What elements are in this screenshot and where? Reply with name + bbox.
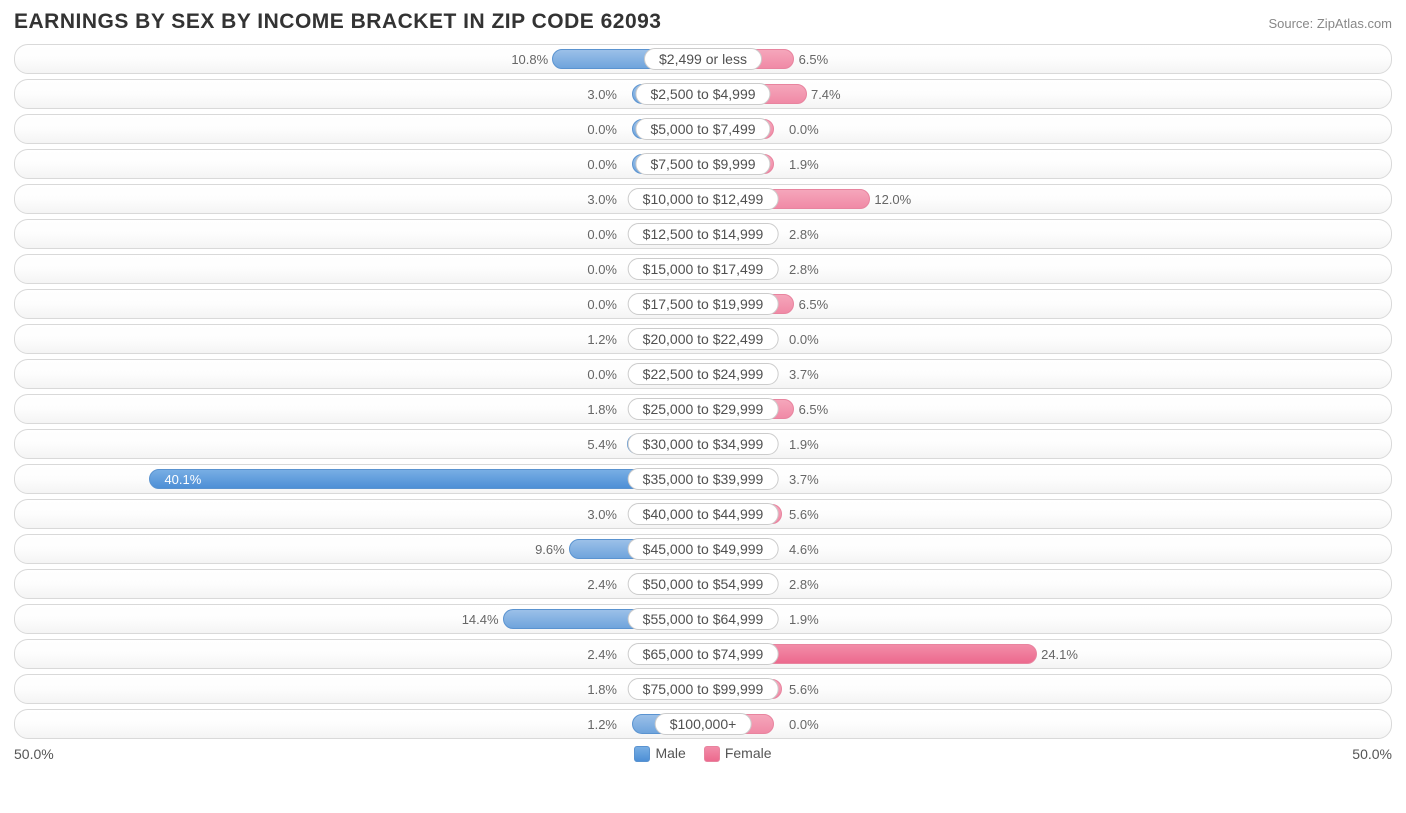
male-value: 0.0% (587, 150, 617, 178)
legend: Male Female (634, 745, 771, 762)
male-value: 1.2% (587, 325, 617, 353)
chart-row: 1.2% 0.0% $20,000 to $22,499 (14, 324, 1392, 354)
bracket-label: $65,000 to $74,999 (628, 643, 779, 665)
male-value: 0.0% (587, 255, 617, 283)
chart-row: 1.2% 0.0% $100,000+ (14, 709, 1392, 739)
legend-male: Male (634, 745, 685, 762)
chart-header: EARNINGS BY SEX BY INCOME BRACKET IN ZIP… (14, 10, 1392, 34)
legend-female: Female (704, 745, 772, 762)
chart-row: 0.0% 0.0% $5,000 to $7,499 (14, 114, 1392, 144)
chart-row: 10.8% 6.5% $2,499 or less (14, 44, 1392, 74)
female-swatch-icon (704, 746, 720, 762)
male-value: 40.1% (164, 465, 201, 493)
female-value: 0.0% (789, 710, 819, 738)
bracket-label: $7,500 to $9,999 (635, 153, 770, 175)
chart-row: 3.0% 12.0% $10,000 to $12,499 (14, 184, 1392, 214)
male-value: 9.6% (535, 535, 565, 563)
chart-row: 2.4% 2.8% $50,000 to $54,999 (14, 569, 1392, 599)
male-value: 2.4% (587, 570, 617, 598)
bracket-label: $2,499 or less (644, 48, 762, 70)
female-value: 24.1% (1041, 640, 1078, 668)
chart-row: 0.0% 1.9% $7,500 to $9,999 (14, 149, 1392, 179)
chart-row: 2.4% 24.1% $65,000 to $74,999 (14, 639, 1392, 669)
axis-right-max: 50.0% (1352, 746, 1392, 762)
bracket-label: $2,500 to $4,999 (635, 83, 770, 105)
female-value: 4.6% (789, 535, 819, 563)
chart-footer: 50.0% Male Female 50.0% (14, 745, 1392, 762)
chart-row: 40.1% 3.7% $35,000 to $39,999 (14, 464, 1392, 494)
female-value: 0.0% (789, 325, 819, 353)
male-value: 1.2% (587, 710, 617, 738)
female-value: 3.7% (789, 465, 819, 493)
chart-row: 9.6% 4.6% $45,000 to $49,999 (14, 534, 1392, 564)
male-value: 3.0% (587, 500, 617, 528)
bracket-label: $17,500 to $19,999 (628, 293, 779, 315)
bracket-label: $50,000 to $54,999 (628, 573, 779, 595)
chart-row: 14.4% 1.9% $55,000 to $64,999 (14, 604, 1392, 634)
bracket-label: $5,000 to $7,499 (635, 118, 770, 140)
female-value: 7.4% (811, 80, 841, 108)
bracket-label: $12,500 to $14,999 (628, 223, 779, 245)
female-value: 5.6% (789, 675, 819, 703)
chart-row: 1.8% 5.6% $75,000 to $99,999 (14, 674, 1392, 704)
bracket-label: $30,000 to $34,999 (628, 433, 779, 455)
male-value: 0.0% (587, 220, 617, 248)
male-value: 10.8% (511, 45, 548, 73)
female-value: 6.5% (799, 290, 829, 318)
female-value: 5.6% (789, 500, 819, 528)
male-value: 1.8% (587, 675, 617, 703)
female-value: 2.8% (789, 220, 819, 248)
female-value: 1.9% (789, 150, 819, 178)
bracket-label: $55,000 to $64,999 (628, 608, 779, 630)
male-value: 0.0% (587, 360, 617, 388)
bracket-label: $20,000 to $22,499 (628, 328, 779, 350)
male-value: 2.4% (587, 640, 617, 668)
bracket-label: $100,000+ (655, 713, 752, 735)
female-value: 3.7% (789, 360, 819, 388)
bracket-label: $22,500 to $24,999 (628, 363, 779, 385)
female-value: 2.8% (789, 255, 819, 283)
chart-row: 3.0% 7.4% $2,500 to $4,999 (14, 79, 1392, 109)
chart-row: 3.0% 5.6% $40,000 to $44,999 (14, 499, 1392, 529)
chart-title: EARNINGS BY SEX BY INCOME BRACKET IN ZIP… (14, 10, 661, 34)
male-value: 1.8% (587, 395, 617, 423)
male-value: 0.0% (587, 115, 617, 143)
male-value: 14.4% (462, 605, 499, 633)
legend-female-label: Female (725, 745, 772, 761)
bracket-label: $40,000 to $44,999 (628, 503, 779, 525)
male-value: 3.0% (587, 80, 617, 108)
axis-left-max: 50.0% (14, 746, 54, 762)
chart-row: 0.0% 3.7% $22,500 to $24,999 (14, 359, 1392, 389)
bracket-label: $25,000 to $29,999 (628, 398, 779, 420)
chart-source: Source: ZipAtlas.com (1268, 16, 1392, 31)
chart-row: 5.4% 1.9% $30,000 to $34,999 (14, 429, 1392, 459)
bracket-label: $75,000 to $99,999 (628, 678, 779, 700)
chart-row: 0.0% 6.5% $17,500 to $19,999 (14, 289, 1392, 319)
female-value: 6.5% (799, 395, 829, 423)
chart-row: 1.8% 6.5% $25,000 to $29,999 (14, 394, 1392, 424)
bracket-label: $35,000 to $39,999 (628, 468, 779, 490)
female-value: 1.9% (789, 605, 819, 633)
chart-row: 0.0% 2.8% $12,500 to $14,999 (14, 219, 1392, 249)
chart-row: 0.0% 2.8% $15,000 to $17,499 (14, 254, 1392, 284)
female-value: 2.8% (789, 570, 819, 598)
legend-male-label: Male (655, 745, 685, 761)
female-value: 0.0% (789, 115, 819, 143)
male-value: 5.4% (587, 430, 617, 458)
bracket-label: $15,000 to $17,499 (628, 258, 779, 280)
bracket-label: $45,000 to $49,999 (628, 538, 779, 560)
diverging-bar-chart: 10.8% 6.5% $2,499 or less 3.0% 7.4% $2,500 to… (14, 44, 1392, 739)
male-value: 3.0% (587, 185, 617, 213)
female-value: 1.9% (789, 430, 819, 458)
bracket-label: $10,000 to $12,499 (628, 188, 779, 210)
female-value: 12.0% (874, 185, 911, 213)
male-value: 0.0% (587, 290, 617, 318)
male-swatch-icon (634, 746, 650, 762)
female-value: 6.5% (799, 45, 829, 73)
male-bar (149, 469, 703, 489)
